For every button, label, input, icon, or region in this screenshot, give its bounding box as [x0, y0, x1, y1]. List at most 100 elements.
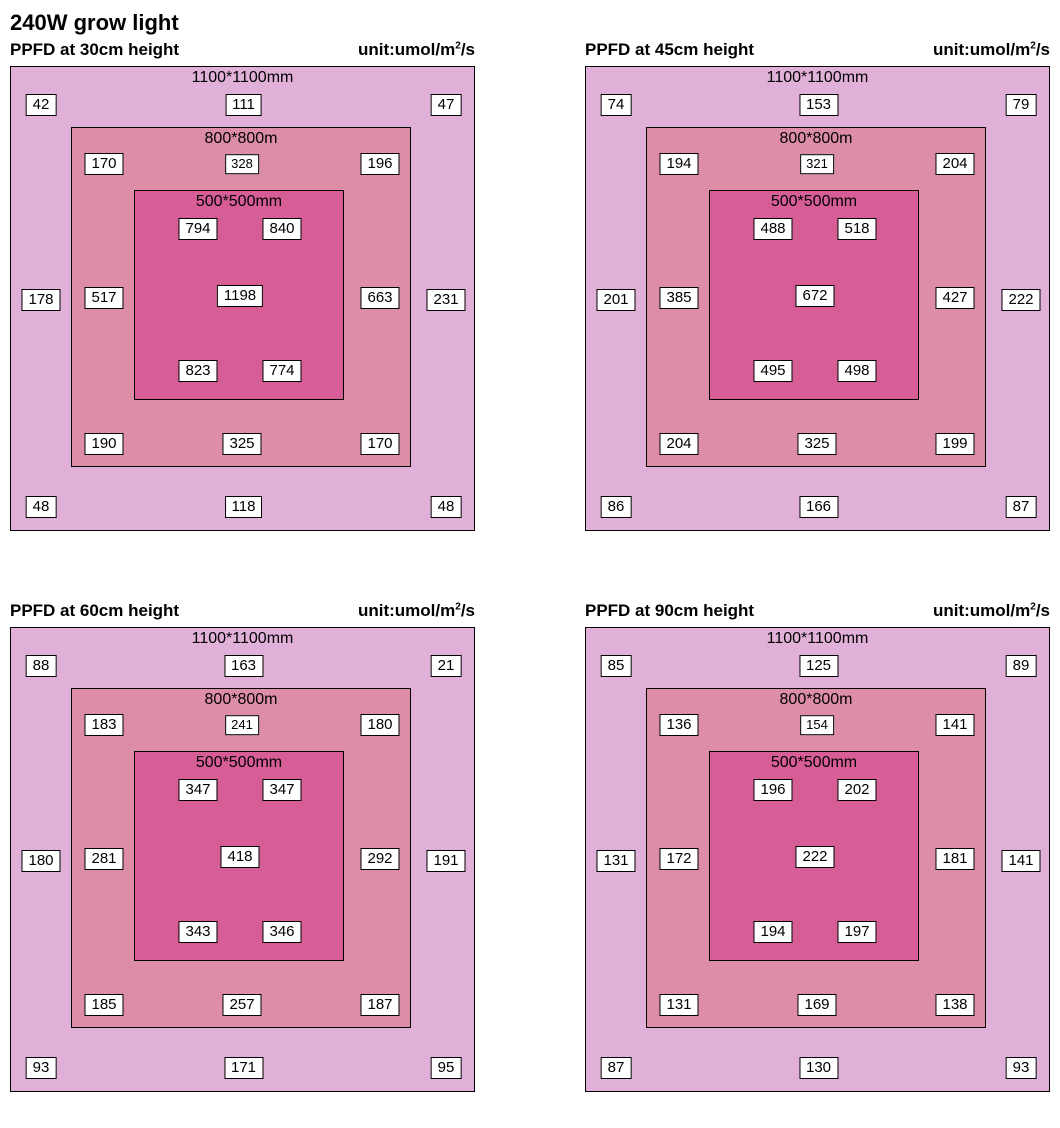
ppfd-value: 325	[797, 433, 836, 455]
zone-inner-label: 500*500mm	[771, 754, 857, 772]
zone-inner-label: 500*500mm	[196, 754, 282, 772]
zone-inner-label: 500*500mm	[771, 193, 857, 211]
ppfd-value: 346	[262, 921, 301, 943]
panel-title: PPFD at 30cm height	[10, 40, 179, 60]
ppfd-value: 222	[1001, 289, 1040, 311]
ppfd-value: 87	[601, 1057, 632, 1079]
ppfd-value: 111	[225, 94, 262, 116]
ppfd-value: 170	[84, 153, 123, 175]
ppfd-value: 170	[360, 433, 399, 455]
panel-title: PPFD at 60cm height	[10, 601, 179, 621]
ppfd-value: 840	[262, 218, 301, 240]
ppfd-value: 180	[21, 850, 60, 872]
zone-outer-label: 1100*1100mm	[767, 69, 869, 87]
ppfd-value: 347	[178, 779, 217, 801]
ppfd-value: 427	[935, 287, 974, 309]
ppfd-value: 187	[360, 994, 399, 1016]
ppfd-value: 141	[935, 714, 974, 736]
unit-label: unit:umol/m2/s	[933, 40, 1050, 60]
ppfd-value: 93	[26, 1057, 57, 1079]
ppfd-value: 194	[659, 153, 698, 175]
ppfd-60cm-panel: PPFD at 60cm height unit:umol/m2/s 1100*11…	[10, 601, 475, 1092]
ppfd-value: 169	[797, 994, 836, 1016]
zone-inner: 500*500mm196202222194197	[709, 751, 919, 961]
ppfd-value: 823	[178, 360, 217, 382]
ppfd-value: 79	[1006, 94, 1037, 116]
panel-title: PPFD at 45cm height	[585, 40, 754, 60]
ppfd-value: 21	[431, 655, 462, 677]
ppfd-value: 498	[837, 360, 876, 382]
zone-outer-label: 1100*1100mm	[192, 69, 294, 87]
zone-middle: 800*800m183241180281292185257187500*500m…	[71, 688, 411, 1028]
ppfd-value: 196	[753, 779, 792, 801]
ppfd-value: 347	[262, 779, 301, 801]
ppfd-value: 292	[360, 848, 399, 870]
ppfd-value: 138	[935, 994, 974, 1016]
panel-header: PPFD at 60cm height unit:umol/m2/s	[10, 601, 475, 621]
ppfd-value: 74	[601, 94, 632, 116]
zone-outer: 1100*1100mm42111471782314811848800*800m1…	[10, 66, 475, 531]
zone-inner-label: 500*500mm	[196, 193, 282, 211]
ppfd-value: 88	[26, 655, 57, 677]
ppfd-value: 153	[799, 94, 838, 116]
ppfd-value: 328	[225, 154, 259, 174]
ppfd-value: 774	[262, 360, 301, 382]
ppfd-value: 172	[659, 848, 698, 870]
ppfd-value: 222	[795, 846, 834, 868]
ppfd-value: 47	[431, 94, 462, 116]
zone-outer: 1100*1100mm85125891311418713093800*800m1…	[585, 627, 1050, 1092]
zone-inner: 500*500mm347347418343346	[134, 751, 344, 961]
zone-outer: 1100*1100mm 88 163 21 180 191 93 171 95 800*800m 1…	[10, 627, 475, 1092]
ppfd-value: 48	[26, 496, 57, 518]
ppfd-value: 199	[935, 433, 974, 455]
ppfd-value: 257	[222, 994, 261, 1016]
unit-label: unit:umol/m2/s	[358, 601, 475, 621]
zone-outer-label: 1100*1100mm	[767, 630, 869, 648]
ppfd-value: 518	[837, 218, 876, 240]
ppfd-30cm-panel: PPFD at 30cm height unit:umol/m2/s 1100*11…	[10, 40, 475, 531]
ppfd-value: 131	[596, 850, 635, 872]
ppfd-value: 89	[1006, 655, 1037, 677]
ppfd-value: 418	[220, 846, 259, 868]
ppfd-value: 180	[360, 714, 399, 736]
ppfd-value: 95	[431, 1057, 462, 1079]
ppfd-value: 136	[659, 714, 698, 736]
zone-inner: 500*500mm7948401198823774	[134, 190, 344, 400]
ppfd-value: 663	[360, 287, 399, 309]
ppfd-value: 191	[426, 850, 465, 872]
zone-inner: 500*500mm 488 518 672 495 498	[709, 190, 919, 400]
ppfd-value: 495	[753, 360, 792, 382]
ppfd-value: 325	[222, 433, 261, 455]
unit-label: unit:umol/m2/s	[358, 40, 475, 60]
panel-header: PPFD at 45cm height unit:umol/m2/s	[585, 40, 1050, 60]
ppfd-value: 181	[935, 848, 974, 870]
ppfd-90cm-panel: PPFD at 90cm heightunit:umol/m2/s 1100*11…	[585, 601, 1050, 1092]
ppfd-value: 197	[837, 921, 876, 943]
ppfd-value: 118	[225, 496, 263, 518]
ppfd-value: 202	[837, 779, 876, 801]
ppfd-value: 321	[800, 154, 834, 174]
ppfd-value: 131	[659, 994, 698, 1016]
zone-middle-label: 800*800m	[780, 130, 853, 148]
ppfd-value: 231	[426, 289, 465, 311]
ppfd-value: 488	[753, 218, 792, 240]
ppfd-value: 42	[26, 94, 57, 116]
zone-middle-label: 800*800m	[205, 130, 278, 148]
ppfd-value: 154	[800, 715, 834, 735]
ppfd-value: 130	[799, 1057, 838, 1079]
ppfd-value: 171	[224, 1057, 263, 1079]
ppfd-value: 672	[795, 285, 834, 307]
ppfd-value: 190	[84, 433, 123, 455]
ppfd-value: 204	[935, 153, 974, 175]
ppfd-value: 85	[601, 655, 632, 677]
panel-header: PPFD at 30cm height unit:umol/m2/s	[10, 40, 475, 60]
zone-outer-label: 1100*1100mm	[192, 630, 294, 648]
ppfd-value: 517	[84, 287, 123, 309]
ppfd-value: 87	[1006, 496, 1037, 518]
ppfd-value: 201	[596, 289, 635, 311]
zone-middle-label: 800*800m	[205, 691, 278, 709]
panel-header: PPFD at 90cm heightunit:umol/m2/s	[585, 601, 1050, 621]
zone-middle: 800*800m194321204385427204325199500*500m…	[646, 127, 986, 467]
ppfd-value: 163	[224, 655, 263, 677]
panel-title: PPFD at 90cm height	[585, 601, 754, 621]
